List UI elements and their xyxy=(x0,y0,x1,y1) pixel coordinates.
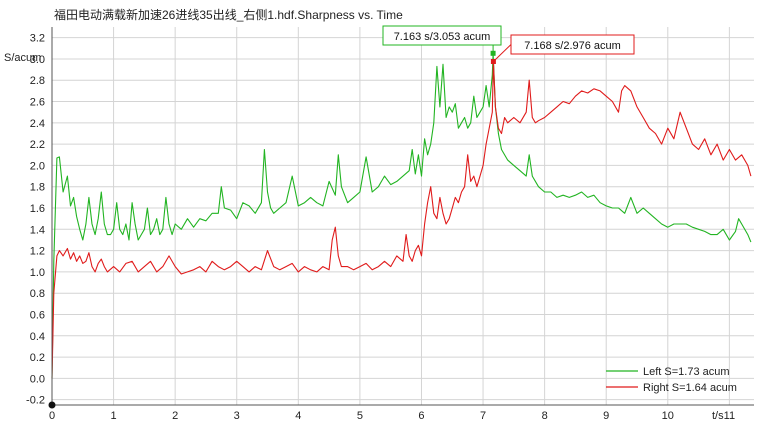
axis-layer: 0 1 2 3 4 5 6 7 8 9 10 11 -0.2 0.0 0.2 0.4 0.6 0.8 1.0 1.2 1… xyxy=(4,27,754,422)
y-tick-label: 0.8 xyxy=(30,288,45,300)
x-tick-label: 6 xyxy=(418,410,424,422)
y-tick-label: 0.6 xyxy=(30,309,45,321)
origin-marker xyxy=(48,401,56,409)
annotation-box-2 xyxy=(510,34,635,55)
annotation-label-1: 7.163 s/3.053 acum xyxy=(394,31,491,43)
y-axis-label: S/acum xyxy=(4,52,41,64)
y-tick-label: 2.0 xyxy=(30,160,45,172)
x-tick-label: 4 xyxy=(295,410,301,422)
legend-label-left: Left S=1.73 acum xyxy=(643,366,730,378)
annotation-label-2: 7.168 s/2.976 acum xyxy=(524,40,621,52)
grid-layer xyxy=(51,27,754,405)
x-tick-label: 1 xyxy=(111,410,117,422)
x-tick-label: 9 xyxy=(603,410,609,422)
series-layer xyxy=(51,52,752,379)
y-tick-label: 1.0 xyxy=(30,267,45,279)
y-tick-label: 1.8 xyxy=(30,182,45,194)
y-tick-label: 0.4 xyxy=(30,331,45,343)
x-tick-label: 11 xyxy=(724,410,735,422)
chart-title: 福田电动满载新加速26进线35出线_右侧1.hdf.Sharpness vs. … xyxy=(54,8,403,22)
y-tick-label: 0.0 xyxy=(30,373,45,385)
y-tick-label: 2.4 xyxy=(30,118,45,130)
y-tick-label: 1.2 xyxy=(30,246,45,258)
y-tick-label: 2.8 xyxy=(30,75,45,87)
x-tick-label: 7 xyxy=(480,410,486,422)
annotation-layer: 7.163 s/3.053 acum 7.168 s/2.976 acum xyxy=(382,25,635,64)
legend-label-right: Right S=1.64 acum xyxy=(643,382,737,394)
y-tick-label: 1.6 xyxy=(30,203,45,215)
y-tick-label: 0.2 xyxy=(30,352,45,364)
x-tick-label: 2 xyxy=(172,410,178,422)
plot-area xyxy=(52,27,754,405)
annotation-marker-2 xyxy=(490,58,496,64)
y-tick-label: 2.2 xyxy=(30,139,45,151)
y-tick-label: -0.2 xyxy=(26,395,45,407)
legend: Left S=1.73 acum Right S=1.64 acum xyxy=(606,366,737,394)
x-tick-label: 8 xyxy=(542,410,548,422)
annotation-marker-1 xyxy=(490,50,496,56)
x-tick-label: 0 xyxy=(49,410,55,422)
x-tick-label: 10 xyxy=(662,410,674,422)
x-tick-label: 3 xyxy=(234,410,240,422)
y-tick-label: 2.6 xyxy=(30,97,45,109)
y-tick-label: 3.2 xyxy=(30,33,45,45)
annotation-box-1 xyxy=(382,25,502,46)
x-tick-label: 5 xyxy=(357,410,363,422)
annotation-leader-2 xyxy=(493,44,512,62)
x-axis-label: t/s xyxy=(712,410,724,422)
series-line-left xyxy=(51,52,752,379)
series-line-right xyxy=(51,60,752,379)
y-tick-label: 3.0 xyxy=(30,54,45,66)
y-tick-label: 1.4 xyxy=(30,224,45,236)
